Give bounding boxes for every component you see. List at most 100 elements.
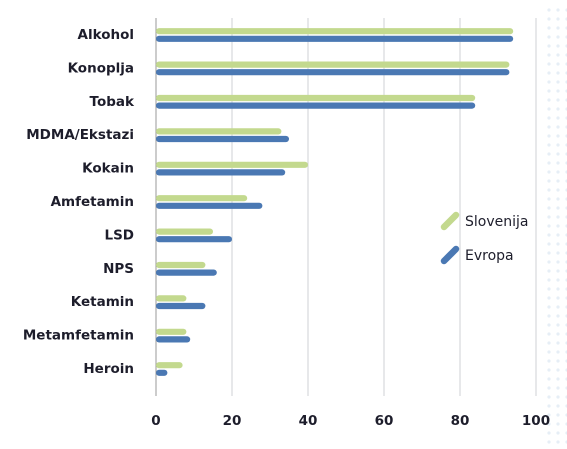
bar-slovenija-alkohol — [156, 28, 514, 35]
edge-dot — [547, 404, 551, 408]
edge-dot — [547, 143, 551, 147]
edge-dot — [556, 287, 560, 291]
edge-dot — [556, 44, 560, 48]
edge-dot — [547, 62, 551, 66]
bar-slovenija-metamfetamin — [156, 328, 187, 335]
edge-dot — [556, 143, 560, 147]
category-label: Konoplja — [68, 60, 134, 76]
edge-dot — [547, 26, 551, 30]
edge-dot — [556, 71, 560, 75]
bar-evropa-metamfetamin — [156, 336, 191, 343]
edge-dot — [547, 323, 551, 327]
edge-dot — [556, 98, 560, 102]
edge-dot — [556, 215, 560, 219]
bar-evropa-nps — [156, 269, 217, 276]
edge-dot — [547, 395, 551, 399]
edge-dot — [547, 260, 551, 264]
edge-dot — [547, 206, 551, 210]
edge-dot — [556, 314, 560, 318]
edge-dot — [547, 233, 551, 237]
edge-dot — [556, 53, 560, 57]
x-tick-label: 80 — [451, 413, 470, 429]
edge-dot — [547, 431, 551, 435]
bar-slovenija-kokain — [156, 161, 308, 168]
x-tick-label: 60 — [375, 413, 394, 429]
x-tick-label: 20 — [223, 413, 242, 429]
edge-dot — [556, 305, 560, 309]
category-label: LSD — [104, 227, 134, 243]
legend-swatch-slovenija — [440, 211, 460, 231]
edge-dot — [556, 197, 560, 201]
edge-dot — [547, 170, 551, 174]
edge-dot — [556, 440, 560, 444]
edge-dot — [547, 269, 551, 273]
edge-dot — [547, 305, 551, 309]
edge-dot — [556, 89, 560, 93]
bar-slovenija-tobak — [156, 94, 476, 102]
edge-dot — [556, 395, 560, 399]
edge-dot — [547, 107, 551, 111]
x-tick-label: 100 — [522, 413, 550, 429]
edge-dot-pattern — [547, 8, 567, 444]
edge-dot — [547, 242, 551, 246]
edge-dot — [556, 134, 560, 138]
edge-dot — [556, 350, 560, 354]
edge-dot — [547, 440, 551, 444]
edge-dot — [547, 35, 551, 39]
category-label: Kokain — [82, 161, 134, 177]
edge-dot — [556, 107, 560, 111]
edge-dot — [556, 332, 560, 336]
legend-label-evropa: Evropa — [465, 248, 514, 264]
edge-dot — [556, 233, 560, 237]
edge-dot — [556, 404, 560, 408]
bar-slovenija-nps — [156, 261, 206, 269]
bar-slovenija-lsd — [156, 228, 213, 235]
edge-dot — [556, 17, 560, 21]
bar-evropa-kokain — [156, 169, 286, 176]
edge-dot — [556, 386, 560, 390]
edge-dot — [547, 377, 551, 381]
edge-dot — [547, 116, 551, 120]
bar-slovenija-ketamin — [156, 295, 187, 302]
edge-dot — [556, 251, 560, 255]
edge-dot — [547, 134, 551, 138]
edge-dot — [547, 161, 551, 165]
edge-dot — [556, 431, 560, 435]
edge-dot — [556, 224, 560, 228]
bar-evropa-mdma-ekstazi — [156, 135, 289, 143]
edge-dot — [547, 44, 551, 48]
edge-dot — [547, 152, 551, 156]
edge-dot — [547, 17, 551, 21]
edge-dot — [547, 71, 551, 75]
edge-dot — [556, 62, 560, 66]
edge-dot — [547, 197, 551, 201]
category-labels: Alkohol Konoplja Tobak MDMA/Ekstazi Kokain Am… — [23, 27, 135, 377]
bar-slovenija-mdma-ekstazi — [156, 128, 282, 135]
bar-evropa-lsd — [156, 236, 232, 243]
edge-dot — [547, 287, 551, 291]
bar-evropa-ketamin — [156, 302, 206, 310]
category-label: Heroin — [83, 361, 134, 377]
edge-dot — [547, 125, 551, 129]
edge-dot — [556, 188, 560, 192]
edge-dot — [547, 188, 551, 192]
category-label: NPS — [103, 261, 134, 277]
bar-slovenija-heroin — [156, 362, 183, 369]
edge-dot — [547, 8, 551, 12]
category-label: Metamfetamin — [23, 328, 134, 344]
edge-dot — [556, 161, 560, 165]
edge-dot — [547, 296, 551, 300]
edge-dot — [556, 80, 560, 84]
legend-swatch-evropa — [440, 245, 460, 265]
edge-dot — [556, 242, 560, 246]
edge-dot — [547, 179, 551, 183]
edge-dot — [556, 8, 560, 12]
category-label: Amfetamin — [51, 194, 134, 210]
edge-dot — [556, 116, 560, 120]
edge-dot — [556, 422, 560, 426]
legend: Slovenija Evropa — [440, 211, 528, 265]
x-axis-ticks: 0 20 40 60 80 100 — [151, 413, 550, 429]
edge-dot — [556, 35, 560, 39]
edge-dot — [547, 413, 551, 417]
